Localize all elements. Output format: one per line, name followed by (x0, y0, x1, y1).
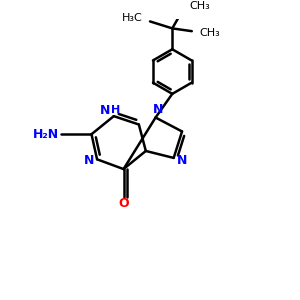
Text: CH₃: CH₃ (200, 28, 220, 38)
Text: N: N (84, 154, 94, 167)
Text: H₂N: H₂N (33, 128, 59, 141)
Text: O: O (118, 197, 129, 210)
Text: H₃C: H₃C (122, 13, 142, 23)
Text: CH₃: CH₃ (190, 1, 210, 10)
Text: N: N (100, 103, 111, 116)
Text: N: N (177, 154, 187, 167)
Text: N: N (153, 103, 164, 116)
Text: H: H (111, 105, 120, 115)
